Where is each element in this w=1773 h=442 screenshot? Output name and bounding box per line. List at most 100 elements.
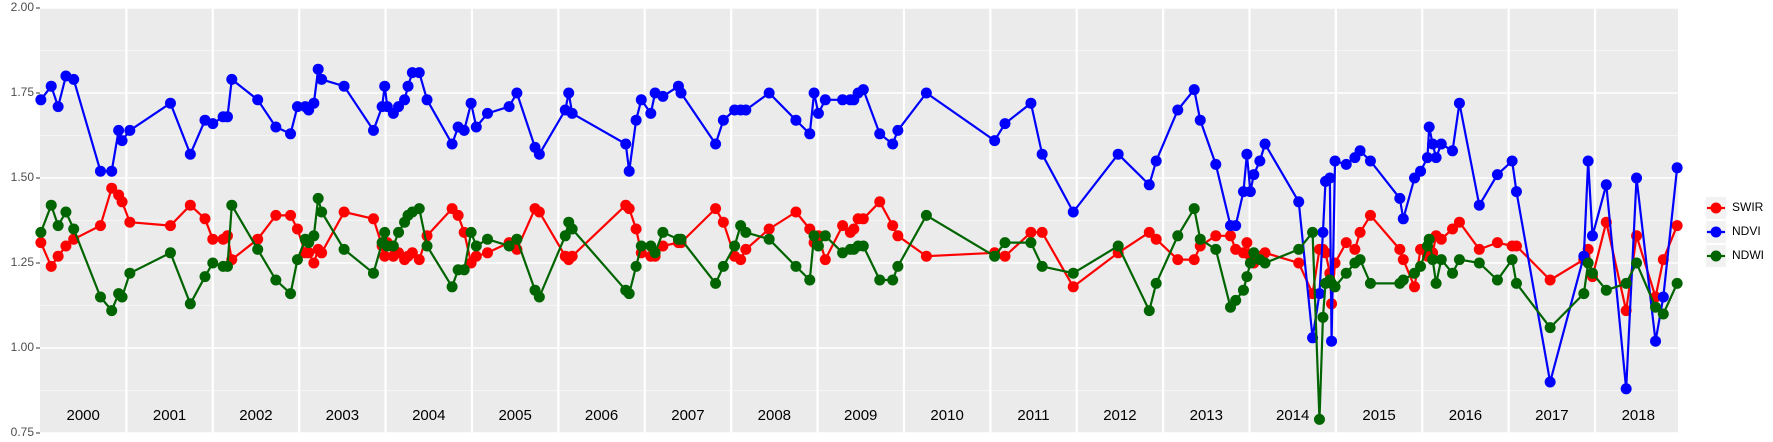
data-point [1188, 254, 1200, 266]
data-point [887, 220, 899, 232]
data-point [106, 182, 118, 194]
data-point [635, 240, 647, 252]
data-point [45, 199, 57, 211]
data-point [1421, 152, 1433, 164]
data-point [812, 240, 824, 252]
y-tick-label: 1.25 [11, 255, 35, 269]
data-point [857, 84, 869, 96]
data-point [763, 223, 775, 235]
data-point [470, 240, 482, 252]
data-point [1025, 97, 1037, 109]
data-point [1143, 179, 1155, 191]
data-point [1397, 254, 1409, 266]
data-point [892, 124, 904, 136]
data-point [1671, 220, 1683, 232]
data-point [421, 94, 433, 106]
data-point [291, 101, 303, 113]
data-point [533, 148, 545, 160]
data-point [413, 254, 425, 266]
data-point [124, 216, 136, 228]
data-point [1293, 196, 1305, 208]
data-point [1510, 186, 1522, 198]
data-point [1036, 148, 1048, 160]
year-label: 2011 [1017, 407, 1049, 424]
data-point [308, 230, 320, 242]
data-point [221, 260, 233, 272]
data-point [1150, 277, 1162, 289]
data-point [1067, 206, 1079, 218]
data-point [35, 226, 47, 238]
data-point [1036, 260, 1048, 272]
data-point [52, 101, 64, 113]
data-point [164, 220, 176, 232]
data-point [1510, 277, 1522, 289]
data-point [45, 260, 57, 272]
data-point [1423, 233, 1435, 245]
data-point [1210, 158, 1222, 170]
data-point [1600, 284, 1612, 296]
legend-label: NDWI [1732, 248, 1764, 262]
data-point [184, 298, 196, 310]
data-point [308, 257, 320, 269]
data-point [106, 305, 118, 317]
year-label: 2016 [1449, 407, 1482, 424]
data-point [675, 87, 687, 99]
data-point [1194, 114, 1206, 126]
data-point [710, 138, 722, 150]
data-point [124, 267, 136, 279]
data-point [1237, 284, 1249, 296]
data-point [68, 223, 80, 235]
data-point [164, 247, 176, 259]
data-point [1430, 277, 1442, 289]
data-point [1036, 226, 1048, 238]
data-point [285, 128, 297, 140]
data-point [252, 243, 264, 255]
data-point [399, 94, 411, 106]
data-point [1259, 138, 1271, 150]
data-point [1657, 308, 1669, 320]
data-point [1067, 267, 1079, 279]
data-point [1447, 145, 1459, 157]
data-point [1364, 209, 1376, 221]
data-point [1544, 274, 1556, 286]
year-label: 2014 [1276, 407, 1309, 424]
data-point [482, 247, 494, 259]
data-point [1025, 226, 1037, 238]
data-point [1150, 155, 1162, 167]
data-point [710, 277, 722, 289]
data-point [221, 111, 233, 123]
data-point [470, 121, 482, 133]
data-point [989, 135, 1001, 147]
data-point [1491, 274, 1503, 286]
year-label: 2002 [239, 407, 272, 424]
data-point [1313, 288, 1325, 300]
year-label: 2006 [585, 407, 618, 424]
data-point [1307, 226, 1319, 238]
data-point [303, 247, 315, 259]
data-point [1354, 226, 1366, 238]
data-point [379, 250, 391, 262]
legend-label: NDVI [1732, 224, 1761, 238]
data-point [857, 240, 869, 252]
data-point [1435, 254, 1447, 266]
data-point [1453, 97, 1465, 109]
year-label: 2018 [1622, 407, 1655, 424]
data-point [52, 220, 64, 232]
data-point [657, 240, 669, 252]
data-point [717, 260, 729, 272]
data-point [804, 274, 816, 286]
data-point [470, 250, 482, 262]
data-point [566, 223, 578, 235]
year-label: 2017 [1535, 407, 1568, 424]
data-point [270, 121, 282, 133]
data-point [379, 80, 391, 92]
data-point [413, 67, 425, 79]
data-point [1650, 335, 1662, 347]
data-point [808, 230, 820, 242]
data-point [35, 94, 47, 106]
year-label: 2001 [153, 407, 186, 424]
data-point [649, 247, 661, 259]
data-point [1230, 294, 1242, 306]
year-label: 2003 [326, 407, 359, 424]
data-point [566, 107, 578, 119]
